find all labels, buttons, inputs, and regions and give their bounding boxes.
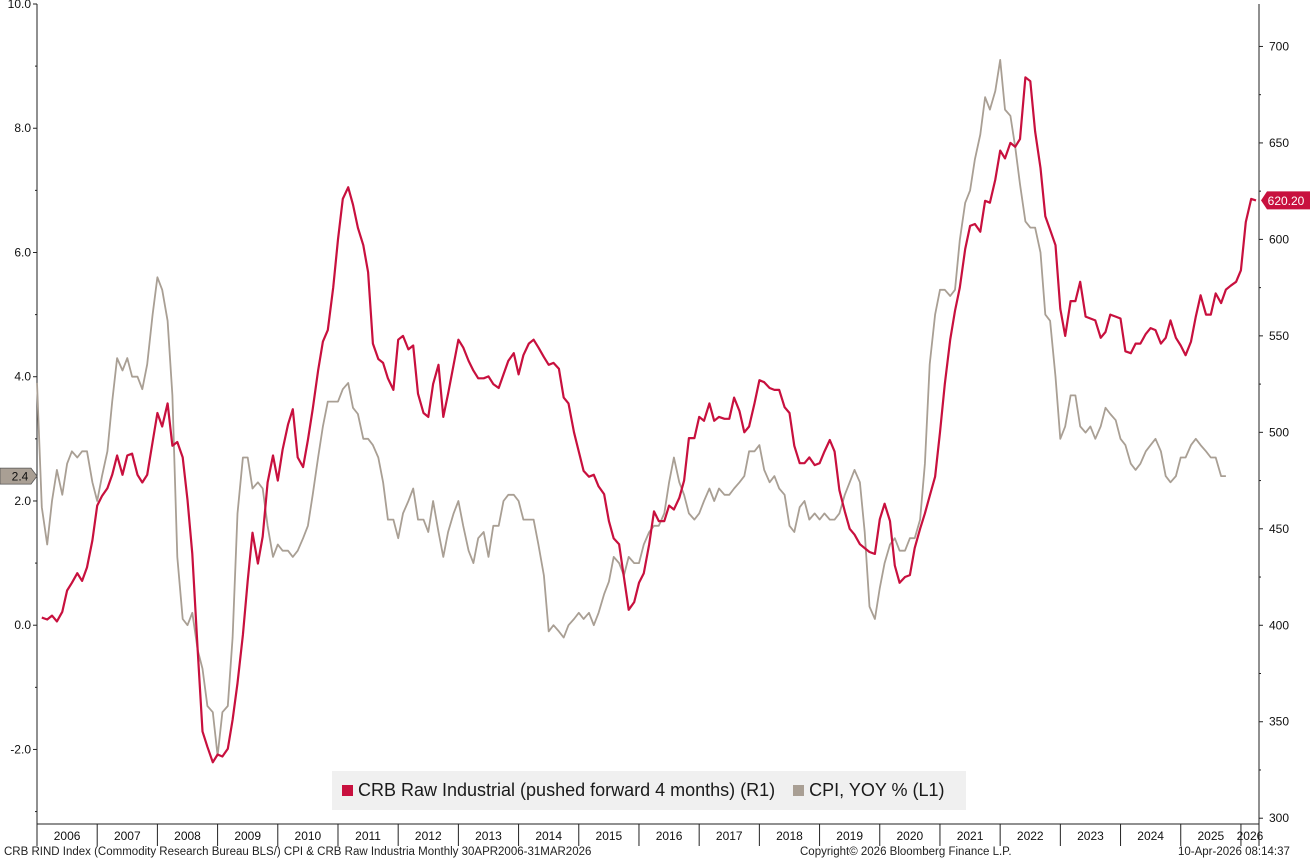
x-tick-label-2015: 2015 xyxy=(596,829,623,843)
x-tick-label-2025: 2025 xyxy=(1197,829,1224,843)
last-value-tags: 2.4 620.20 xyxy=(0,191,1310,485)
x-tick-label-2016: 2016 xyxy=(656,829,683,843)
left-last-value-tag xyxy=(0,467,38,485)
right-tick-label-0: 300 xyxy=(1269,811,1289,825)
x-tick-label-2008: 2008 xyxy=(174,829,201,843)
legend-label-crb: CRB Raw Industrial (pushed forward 4 mon… xyxy=(358,780,776,800)
footer-copyright: Copyright© 2026 Bloomberg Finance L.P. xyxy=(800,846,1012,858)
left-tick-label-2: 2.0 xyxy=(14,494,31,508)
legend-swatch-crb xyxy=(342,785,353,796)
x-tick-label-2006: 2006 xyxy=(54,829,81,843)
right-last-value-tag xyxy=(1261,191,1310,210)
x-tick-label-2014: 2014 xyxy=(535,829,562,843)
series-line-crb xyxy=(41,76,1257,764)
left-last-value-label: 2.4 xyxy=(12,470,29,484)
x-axis-year-labels: 2006 2007 2008 2009 2010 2011 2012 2013 2014 2015… xyxy=(54,824,1264,846)
right-tick-label-4: 500 xyxy=(1269,425,1289,439)
right-axis-ticks: 300 350 400 450 500 550 600 650 700 xyxy=(1259,39,1289,825)
legend-swatch-cpi xyxy=(793,785,805,796)
right-tick-label-1: 350 xyxy=(1269,715,1289,729)
right-tick-label-5: 550 xyxy=(1269,329,1289,343)
footer-source: CRB RIND Index (Commodity Research Burea… xyxy=(4,846,592,858)
x-tick-label-2023: 2023 xyxy=(1077,829,1104,843)
x-tick-label-2010: 2010 xyxy=(295,829,322,843)
x-tick-label-2017: 2017 xyxy=(716,829,743,843)
legend-item-crb: CRB Raw Industrial (pushed forward 4 mon… xyxy=(332,780,775,801)
series-lines xyxy=(36,59,1257,764)
x-tick-label-2022: 2022 xyxy=(1017,829,1044,843)
legend-item-cpi: CPI, YOY % (L1) xyxy=(783,780,945,801)
x-tick-label-2019: 2019 xyxy=(836,829,863,843)
left-axis-ticks: -2.0 0.0 2.0 4.0 6.0 8.0 10.0 xyxy=(8,0,37,813)
x-tick-label-2009: 2009 xyxy=(234,829,261,843)
left-tick-label-0: -2.0 xyxy=(10,742,31,756)
series-line-cpi xyxy=(36,59,1226,757)
x-tick-label-2020: 2020 xyxy=(897,829,924,843)
x-tick-label-2007: 2007 xyxy=(114,829,141,843)
left-tick-label-5: 8.0 xyxy=(14,121,31,135)
x-tick-label-2011: 2011 xyxy=(355,829,381,843)
left-tick-label-4: 6.0 xyxy=(14,245,31,259)
x-tick-label-2012: 2012 xyxy=(415,829,442,843)
right-tick-label-3: 450 xyxy=(1269,522,1289,536)
right-tick-label-7: 650 xyxy=(1269,136,1289,150)
right-last-value-label: 620.20 xyxy=(1268,194,1305,208)
right-tick-label-6: 600 xyxy=(1269,232,1289,246)
right-tick-label-8: 700 xyxy=(1269,39,1289,53)
axes xyxy=(36,4,1260,846)
x-tick-label-2018: 2018 xyxy=(776,829,803,843)
x-tick-label-2026: 2026 xyxy=(1237,829,1264,843)
left-tick-label-6: 10.0 xyxy=(8,0,32,11)
x-tick-label-2013: 2013 xyxy=(475,829,502,843)
left-tick-label-1: 0.0 xyxy=(14,618,31,632)
x-tick-label-2021: 2021 xyxy=(957,829,984,843)
x-tick-label-2024: 2024 xyxy=(1137,829,1164,843)
left-tick-label-3: 4.0 xyxy=(14,370,31,384)
legend: CRB Raw Industrial (pushed forward 4 mon… xyxy=(332,771,966,810)
footer-timestamp: 10-Apr-2026 08:14:37 xyxy=(1178,846,1290,858)
right-tick-label-2: 400 xyxy=(1269,618,1289,632)
legend-label-cpi: CPI, YOY % (L1) xyxy=(809,780,945,800)
